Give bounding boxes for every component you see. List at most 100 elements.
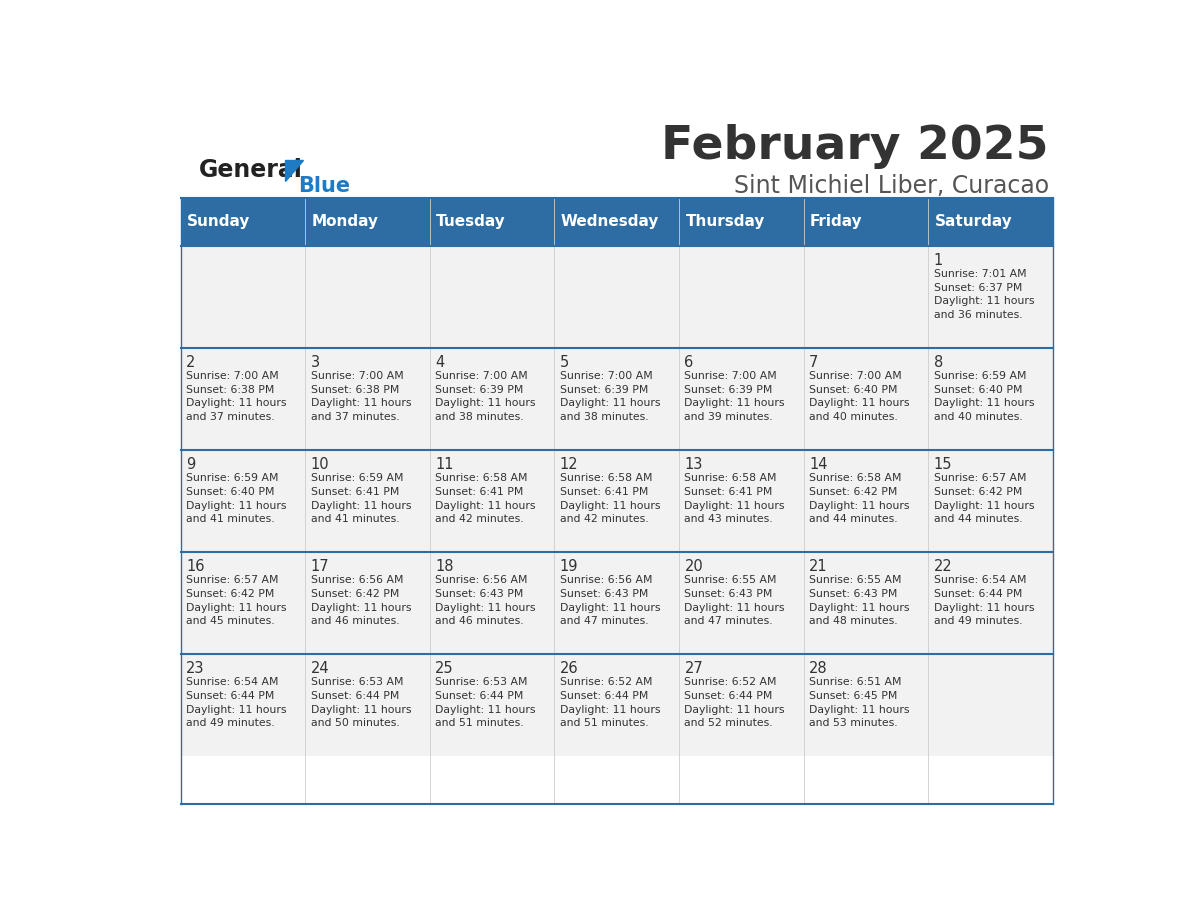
Text: Sunrise: 6:59 AM
Sunset: 6:41 PM
Daylight: 11 hours
and 41 minutes.: Sunrise: 6:59 AM Sunset: 6:41 PM Dayligh…	[311, 474, 411, 524]
Text: February 2025: February 2025	[662, 125, 1049, 170]
Bar	[181, 655, 305, 756]
Text: 4: 4	[435, 355, 444, 370]
Polygon shape	[285, 160, 303, 181]
Text: Sunrise: 6:56 AM
Sunset: 6:43 PM
Daylight: 11 hours
and 47 minutes.: Sunrise: 6:56 AM Sunset: 6:43 PM Dayligh…	[560, 576, 661, 626]
Bar	[803, 348, 928, 450]
Text: Sunrise: 7:00 AM
Sunset: 6:38 PM
Daylight: 11 hours
and 37 minutes.: Sunrise: 7:00 AM Sunset: 6:38 PM Dayligh…	[311, 371, 411, 422]
Text: 3: 3	[311, 355, 320, 370]
Bar	[928, 348, 1053, 450]
Text: Sunrise: 6:58 AM
Sunset: 6:41 PM
Daylight: 11 hours
and 42 minutes.: Sunrise: 6:58 AM Sunset: 6:41 PM Dayligh…	[560, 474, 661, 524]
Bar	[680, 246, 803, 348]
Text: 15: 15	[934, 457, 952, 472]
Text: 22: 22	[934, 559, 953, 574]
Text: 10: 10	[311, 457, 329, 472]
Text: 16: 16	[187, 559, 204, 574]
Text: 28: 28	[809, 661, 828, 677]
Text: 11: 11	[435, 457, 454, 472]
Text: Sunrise: 6:53 AM
Sunset: 6:44 PM
Daylight: 11 hours
and 51 minutes.: Sunrise: 6:53 AM Sunset: 6:44 PM Dayligh…	[435, 677, 536, 728]
Text: General: General	[200, 158, 303, 183]
Text: Saturday: Saturday	[935, 214, 1012, 230]
Text: Tuesday: Tuesday	[436, 214, 506, 230]
Text: 14: 14	[809, 457, 828, 472]
Text: 23: 23	[187, 661, 204, 677]
Bar	[430, 655, 555, 756]
Text: 6: 6	[684, 355, 694, 370]
Text: Sunrise: 6:58 AM
Sunset: 6:41 PM
Daylight: 11 hours
and 42 minutes.: Sunrise: 6:58 AM Sunset: 6:41 PM Dayligh…	[435, 474, 536, 524]
Text: Sunrise: 6:52 AM
Sunset: 6:44 PM
Daylight: 11 hours
and 52 minutes.: Sunrise: 6:52 AM Sunset: 6:44 PM Dayligh…	[684, 677, 785, 728]
Bar	[928, 552, 1053, 655]
Text: Friday: Friday	[810, 214, 862, 230]
Text: Sunday: Sunday	[188, 214, 251, 230]
Text: Sunrise: 6:58 AM
Sunset: 6:41 PM
Daylight: 11 hours
and 43 minutes.: Sunrise: 6:58 AM Sunset: 6:41 PM Dayligh…	[684, 474, 785, 524]
Text: Sunrise: 6:57 AM
Sunset: 6:42 PM
Daylight: 11 hours
and 44 minutes.: Sunrise: 6:57 AM Sunset: 6:42 PM Dayligh…	[934, 474, 1034, 524]
Text: 2: 2	[187, 355, 196, 370]
Text: 20: 20	[684, 559, 703, 574]
Text: Sunrise: 6:55 AM
Sunset: 6:43 PM
Daylight: 11 hours
and 48 minutes.: Sunrise: 6:55 AM Sunset: 6:43 PM Dayligh…	[809, 576, 910, 626]
Text: Sunrise: 6:55 AM
Sunset: 6:43 PM
Daylight: 11 hours
and 47 minutes.: Sunrise: 6:55 AM Sunset: 6:43 PM Dayligh…	[684, 576, 785, 626]
Text: Sint Michiel Liber, Curacao: Sint Michiel Liber, Curacao	[734, 174, 1049, 197]
Text: Sunrise: 6:54 AM
Sunset: 6:44 PM
Daylight: 11 hours
and 49 minutes.: Sunrise: 6:54 AM Sunset: 6:44 PM Dayligh…	[187, 677, 286, 728]
Bar	[680, 552, 803, 655]
Bar	[181, 552, 305, 655]
Text: 24: 24	[311, 661, 329, 677]
Text: 7: 7	[809, 355, 819, 370]
Bar	[928, 450, 1053, 552]
Text: 12: 12	[560, 457, 579, 472]
Text: 1: 1	[934, 253, 943, 268]
Text: Sunrise: 6:58 AM
Sunset: 6:42 PM
Daylight: 11 hours
and 44 minutes.: Sunrise: 6:58 AM Sunset: 6:42 PM Dayligh…	[809, 474, 910, 524]
Text: Sunrise: 6:59 AM
Sunset: 6:40 PM
Daylight: 11 hours
and 40 minutes.: Sunrise: 6:59 AM Sunset: 6:40 PM Dayligh…	[934, 371, 1034, 422]
Text: Sunrise: 6:56 AM
Sunset: 6:43 PM
Daylight: 11 hours
and 46 minutes.: Sunrise: 6:56 AM Sunset: 6:43 PM Dayligh…	[435, 576, 536, 626]
Bar	[928, 246, 1053, 348]
Text: Sunrise: 7:00 AM
Sunset: 6:40 PM
Daylight: 11 hours
and 40 minutes.: Sunrise: 7:00 AM Sunset: 6:40 PM Dayligh…	[809, 371, 910, 422]
Text: 21: 21	[809, 559, 828, 574]
Text: 13: 13	[684, 457, 703, 472]
Text: Sunrise: 7:00 AM
Sunset: 6:39 PM
Daylight: 11 hours
and 39 minutes.: Sunrise: 7:00 AM Sunset: 6:39 PM Dayligh…	[684, 371, 785, 422]
Bar	[680, 450, 803, 552]
Bar	[305, 552, 430, 655]
Text: Blue: Blue	[298, 175, 350, 196]
Text: 17: 17	[311, 559, 329, 574]
Text: Sunrise: 6:56 AM
Sunset: 6:42 PM
Daylight: 11 hours
and 46 minutes.: Sunrise: 6:56 AM Sunset: 6:42 PM Dayligh…	[311, 576, 411, 626]
Bar	[430, 348, 555, 450]
Bar	[555, 655, 680, 756]
Bar	[181, 246, 305, 348]
Bar	[680, 655, 803, 756]
Bar	[430, 552, 555, 655]
Text: Monday: Monday	[311, 214, 379, 230]
Bar	[555, 450, 680, 552]
Bar	[680, 348, 803, 450]
Bar	[430, 450, 555, 552]
Bar	[803, 450, 928, 552]
Text: 25: 25	[435, 661, 454, 677]
Bar	[555, 552, 680, 655]
Text: Wednesday: Wednesday	[561, 214, 659, 230]
Bar	[555, 348, 680, 450]
Bar	[305, 348, 430, 450]
Text: Sunrise: 6:54 AM
Sunset: 6:44 PM
Daylight: 11 hours
and 49 minutes.: Sunrise: 6:54 AM Sunset: 6:44 PM Dayligh…	[934, 576, 1034, 626]
Text: 18: 18	[435, 559, 454, 574]
Text: 26: 26	[560, 661, 579, 677]
Text: 8: 8	[934, 355, 943, 370]
Text: 9: 9	[187, 457, 196, 472]
Text: 19: 19	[560, 559, 579, 574]
Text: Sunrise: 6:57 AM
Sunset: 6:42 PM
Daylight: 11 hours
and 45 minutes.: Sunrise: 6:57 AM Sunset: 6:42 PM Dayligh…	[187, 576, 286, 626]
Text: Sunrise: 7:01 AM
Sunset: 6:37 PM
Daylight: 11 hours
and 36 minutes.: Sunrise: 7:01 AM Sunset: 6:37 PM Dayligh…	[934, 269, 1034, 320]
Text: Thursday: Thursday	[685, 214, 765, 230]
Bar	[305, 655, 430, 756]
Bar	[803, 655, 928, 756]
Text: Sunrise: 6:52 AM
Sunset: 6:44 PM
Daylight: 11 hours
and 51 minutes.: Sunrise: 6:52 AM Sunset: 6:44 PM Dayligh…	[560, 677, 661, 728]
Bar	[181, 348, 305, 450]
Bar	[305, 450, 430, 552]
Bar	[803, 246, 928, 348]
Text: 27: 27	[684, 661, 703, 677]
Bar	[555, 246, 680, 348]
Bar	[181, 450, 305, 552]
Text: 5: 5	[560, 355, 569, 370]
Text: Sunrise: 6:53 AM
Sunset: 6:44 PM
Daylight: 11 hours
and 50 minutes.: Sunrise: 6:53 AM Sunset: 6:44 PM Dayligh…	[311, 677, 411, 728]
Text: Sunrise: 6:59 AM
Sunset: 6:40 PM
Daylight: 11 hours
and 41 minutes.: Sunrise: 6:59 AM Sunset: 6:40 PM Dayligh…	[187, 474, 286, 524]
Bar	[305, 246, 430, 348]
Bar	[803, 552, 928, 655]
Text: Sunrise: 6:51 AM
Sunset: 6:45 PM
Daylight: 11 hours
and 53 minutes.: Sunrise: 6:51 AM Sunset: 6:45 PM Dayligh…	[809, 677, 910, 728]
Text: Sunrise: 7:00 AM
Sunset: 6:39 PM
Daylight: 11 hours
and 38 minutes.: Sunrise: 7:00 AM Sunset: 6:39 PM Dayligh…	[560, 371, 661, 422]
Text: Sunrise: 7:00 AM
Sunset: 6:39 PM
Daylight: 11 hours
and 38 minutes.: Sunrise: 7:00 AM Sunset: 6:39 PM Dayligh…	[435, 371, 536, 422]
